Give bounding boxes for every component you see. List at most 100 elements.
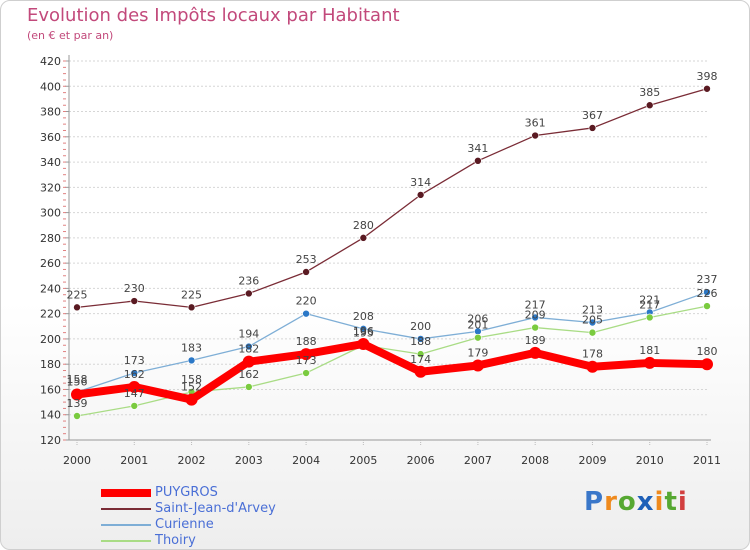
x-tick-label: 2003 — [235, 454, 263, 467]
data-label: 194 — [238, 328, 259, 341]
data-label: 147 — [124, 387, 145, 400]
data-point — [643, 356, 656, 369]
y-tick-label: 320 — [40, 181, 61, 194]
data-point — [128, 380, 141, 393]
legend-item: Saint-Jean-d'Arvey — [101, 501, 361, 517]
data-label: 280 — [353, 219, 374, 232]
data-point — [588, 318, 597, 327]
data-point — [703, 288, 711, 296]
data-label: 367 — [582, 109, 603, 122]
data-point — [187, 356, 196, 365]
data-label: 195 — [353, 326, 374, 339]
data-label: 174 — [410, 353, 431, 366]
legend-swatch — [101, 540, 151, 542]
legend-item: PUYGROS — [101, 485, 361, 501]
data-point — [302, 309, 310, 318]
y-tick-label: 240 — [40, 282, 61, 295]
x-tick-labels: 2000 2001 2002 2003 2004 2005 2006 2007 2008 2009… — [63, 454, 721, 467]
data-label: 162 — [124, 368, 145, 381]
data-point — [359, 234, 368, 242]
y-tick-labels: 120 140 160 180 200 220 240 260 280 300 320 340 360 3… — [40, 55, 61, 447]
data-label: 162 — [238, 368, 259, 381]
logo-letter: t — [664, 487, 678, 517]
legend-swatch — [101, 524, 151, 526]
x-tick-label: 2004 — [292, 454, 320, 467]
data-label: 158 — [67, 373, 88, 386]
y-tick-label: 280 — [40, 232, 61, 245]
legend-swatch — [101, 489, 151, 497]
data-label: 361 — [525, 117, 546, 130]
data-label: 189 — [525, 334, 546, 347]
data-point — [130, 402, 139, 410]
y-tick-label: 340 — [40, 156, 61, 169]
data-label: 158 — [181, 373, 202, 386]
data-label: 139 — [67, 397, 88, 410]
data-label: 209 — [525, 309, 546, 322]
y-tick-label: 400 — [40, 80, 61, 93]
data-point — [529, 346, 542, 359]
data-label: 226 — [697, 287, 718, 300]
data-point — [416, 335, 425, 343]
data-label: 230 — [124, 282, 145, 295]
y-tick-label: 260 — [40, 257, 61, 270]
data-point — [416, 191, 425, 199]
x-tick-label: 2010 — [636, 454, 664, 467]
data-point — [187, 303, 196, 312]
data-label: 196 — [353, 325, 374, 338]
data-label: 217 — [639, 298, 660, 311]
data-label: 213 — [582, 304, 603, 317]
series-line — [73, 339, 711, 404]
x-tick-label: 2009 — [578, 454, 606, 467]
y-tick-label: 300 — [40, 207, 61, 220]
data-point — [359, 325, 368, 333]
legend: PUYGROS Saint-Jean-d'Arvey Curienne Thoiry — [101, 485, 361, 549]
x-tick-label: 2002 — [178, 454, 206, 467]
data-label: 225 — [181, 288, 202, 301]
data-label: 181 — [639, 344, 660, 357]
x-tick-label: 2008 — [521, 454, 549, 467]
x-tick-label: 2011 — [693, 454, 721, 467]
data-point — [474, 333, 482, 342]
data-point — [531, 131, 539, 140]
data-label: 253 — [296, 253, 317, 266]
data-label: 236 — [238, 274, 259, 287]
data-label: 179 — [467, 346, 488, 359]
data-label: 201 — [467, 319, 488, 332]
data-point — [242, 355, 255, 368]
legend-item: Thoiry — [101, 533, 361, 549]
logo-letter: o — [617, 487, 637, 517]
y-tick-label: 220 — [40, 308, 61, 321]
logo-letter: x — [636, 487, 655, 517]
data-point — [245, 383, 253, 391]
data-point — [645, 313, 654, 322]
data-label: 173 — [124, 354, 145, 367]
data-labels: 225 230 2252362532803143413613673853981581… — [67, 70, 718, 410]
data-label: 398 — [697, 70, 718, 83]
data-label: 173 — [296, 354, 317, 367]
data-label: 200 — [410, 320, 431, 333]
data-point — [73, 412, 81, 420]
y-tick-label: 140 — [40, 409, 61, 422]
chart-title: Evolution des Impôts locaux par Habitant — [27, 5, 400, 26]
data-point — [703, 302, 711, 310]
y-tick-label: 420 — [40, 55, 61, 68]
legend-label: Thoiry — [155, 533, 196, 548]
data-point — [245, 342, 253, 351]
data-point — [302, 268, 310, 276]
y-tick-label: 360 — [40, 131, 61, 144]
data-label: 156 — [67, 376, 88, 389]
data-label: 152 — [181, 381, 202, 394]
data-point — [703, 84, 711, 93]
data-label: 183 — [181, 341, 202, 354]
y-tick-label: 180 — [40, 358, 61, 371]
y-tick-label: 200 — [40, 333, 61, 346]
data-label: 341 — [467, 142, 488, 155]
legend-item: Curienne — [101, 517, 361, 533]
data-point — [416, 350, 425, 358]
data-point — [588, 328, 597, 337]
data-point — [71, 388, 83, 401]
data-label: 188 — [410, 335, 431, 348]
proxiti-logo: Proxiti — [584, 487, 688, 517]
